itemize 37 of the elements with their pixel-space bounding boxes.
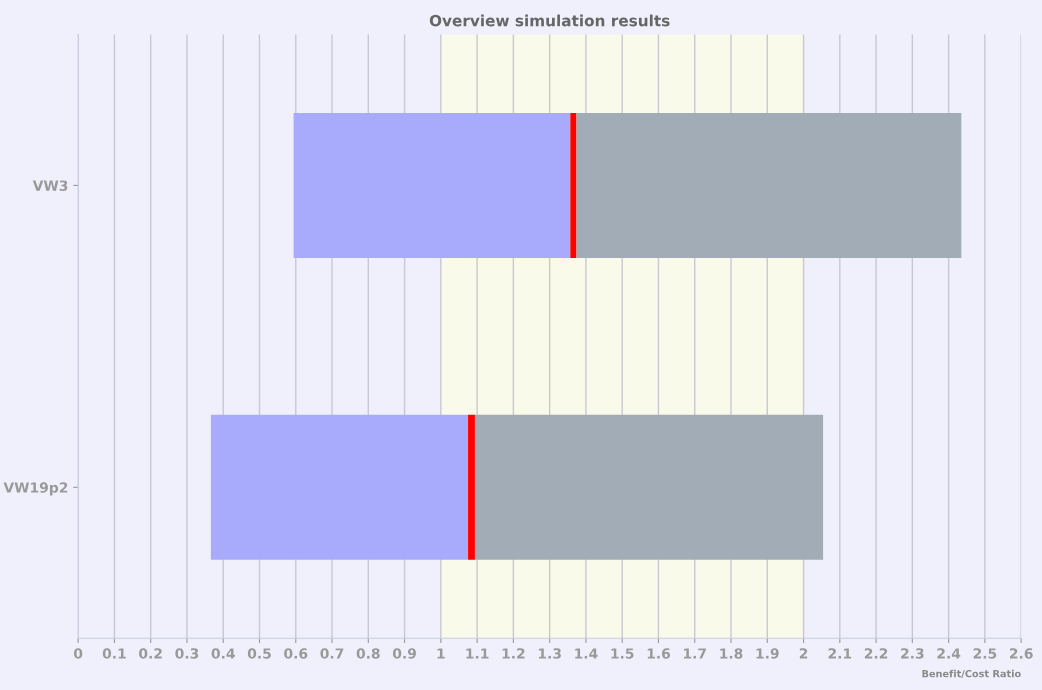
x-tick-label: 0.4 (211, 648, 235, 659)
bar (468, 414, 475, 560)
x-tick-label: 0.8 (356, 648, 380, 659)
x-tick-label: 0.5 (247, 648, 271, 659)
x-tick-label: 2 (799, 648, 808, 659)
bar (570, 112, 577, 258)
x-tick-label: 1.9 (756, 648, 779, 659)
x-tick-label: 0.2 (139, 648, 162, 659)
x-tick-label: 1.3 (538, 648, 561, 659)
x-tick-label: 1.2 (502, 648, 525, 659)
x-tick-label: 2.2 (864, 648, 888, 659)
x-tick-label: 1.4 (575, 648, 598, 659)
y-tick-label: VW19p2 (3, 482, 68, 496)
x-tick-label: 2.4 (937, 648, 961, 659)
bar (474, 414, 824, 560)
x-tick-label: 1.7 (684, 648, 706, 659)
x-tick-label: 1.1 (466, 648, 489, 659)
x-tick-label: 0.1 (102, 648, 126, 659)
bar (293, 112, 571, 258)
x-tick-label: 0.3 (175, 648, 199, 659)
x-tick-label: 0.7 (320, 648, 344, 659)
x-tick-label: 2.1 (828, 648, 852, 659)
x-tick-label: 2.3 (901, 648, 924, 659)
bar (210, 414, 469, 560)
x-tick-label: 1.8 (720, 648, 743, 659)
x-tick-label: 1.6 (647, 648, 671, 659)
x-tick-label: 1 (437, 648, 445, 659)
bar (576, 112, 962, 258)
chart-title: Overview simulation results (429, 14, 670, 27)
x-axis-title: Benefit/Cost Ratio (922, 669, 1021, 679)
x-tick-label: 0 (73, 648, 83, 659)
x-tick-label: 0.6 (284, 648, 308, 659)
x-tick-label: 2.6 (1009, 648, 1033, 659)
y-tick-label: VW3 (32, 180, 68, 191)
x-tick-label: 0.9 (392, 648, 416, 659)
x-tick-label: 1.5 (611, 648, 634, 659)
x-tick-label: 2.5 (973, 648, 997, 659)
